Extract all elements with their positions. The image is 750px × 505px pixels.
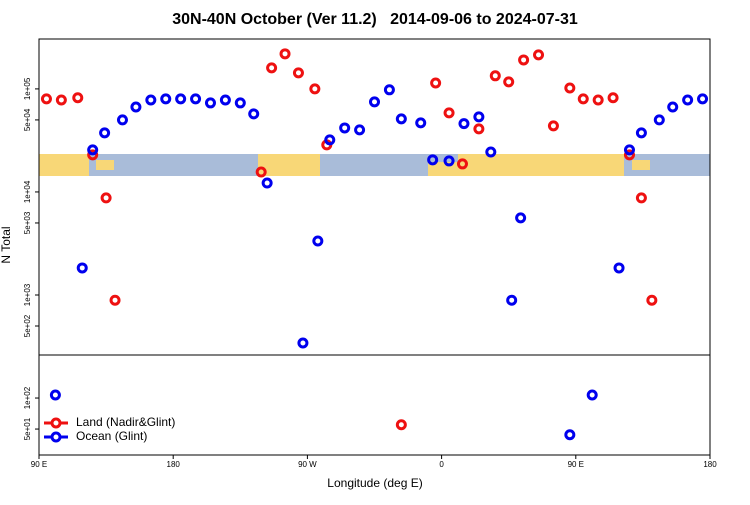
data-point [55, 94, 67, 106]
data-point [255, 166, 267, 178]
x-tick-label: 0 [439, 460, 444, 469]
data-point [586, 389, 598, 401]
data-point [533, 49, 545, 61]
data-point [261, 177, 273, 189]
data-point [160, 93, 172, 105]
data-point [248, 108, 260, 120]
data-point [503, 76, 515, 88]
data-point [518, 54, 530, 66]
data-point [190, 93, 202, 105]
data-point [506, 294, 518, 306]
data-point [234, 97, 246, 109]
data-point [72, 92, 84, 104]
data-point [635, 192, 647, 204]
y-tick-label: 1e+03 [23, 283, 32, 306]
data-point [682, 94, 694, 106]
x-tick-label: 180 [703, 460, 717, 469]
data-point [564, 429, 576, 441]
data-point [515, 212, 527, 224]
data-point [443, 155, 455, 167]
data-point [395, 419, 407, 431]
data-point [547, 120, 559, 132]
data-point [130, 101, 142, 113]
data-point [219, 94, 231, 106]
data-point [49, 389, 61, 401]
data-point [204, 97, 216, 109]
legend-marker [50, 417, 62, 429]
data-point [279, 48, 291, 60]
x-axis-label: Longitude (deg E) [327, 476, 422, 490]
data-point [145, 94, 157, 106]
data-point [456, 158, 468, 170]
y-tick-label: 5e+01 [23, 417, 32, 440]
y-tick-label: 1e+05 [23, 77, 32, 100]
data-point [443, 107, 455, 119]
data-point [430, 77, 442, 89]
y-tick-label: 5e+04 [23, 108, 32, 131]
data-point [667, 101, 679, 113]
y-tick-label: 5e+02 [23, 314, 32, 337]
data-point [623, 149, 635, 161]
legend-label: Land (Nadir&Glint) [76, 415, 175, 429]
legend-marker [50, 431, 62, 443]
data-point [292, 67, 304, 79]
data-point [383, 84, 395, 96]
chart-title: 30N-40N October (Ver 11.2) 2014-09-06 to… [172, 11, 578, 28]
data-point [100, 192, 112, 204]
data-point [473, 123, 485, 135]
data-point [87, 144, 99, 156]
data-point [564, 82, 576, 94]
data-point [458, 118, 470, 130]
data-point [339, 122, 351, 134]
data-point [175, 93, 187, 105]
data-point [297, 337, 309, 349]
x-tick-label: 180 [167, 460, 181, 469]
data-point [427, 154, 439, 166]
x-tick-label: 90 E [31, 460, 47, 469]
data-point [635, 127, 647, 139]
data-point [324, 134, 336, 146]
data-point [697, 93, 709, 105]
data-point [309, 83, 321, 95]
data-point [117, 114, 129, 126]
data-point [577, 93, 589, 105]
data-point [473, 111, 485, 123]
data-point [76, 262, 88, 274]
y-axis-label: N Total [0, 226, 13, 263]
data-point [87, 149, 99, 161]
map-strip [39, 154, 710, 176]
data-point [489, 70, 501, 82]
data-point [592, 94, 604, 106]
data-point [40, 93, 52, 105]
y-tick-label: 1e+02 [23, 386, 32, 409]
data-point [266, 62, 278, 74]
data-point [613, 262, 625, 274]
data-point [646, 294, 658, 306]
data-point [109, 294, 121, 306]
plot-frame [38, 38, 711, 456]
data-point [354, 124, 366, 136]
data-point [653, 114, 665, 126]
data-point [607, 92, 619, 104]
legend-label: Ocean (Glint) [76, 429, 147, 443]
x-tick-label: 90 E [568, 460, 584, 469]
y-tick-label: 5e+03 [23, 211, 32, 234]
data-point [395, 113, 407, 125]
data-point [312, 235, 324, 247]
x-tick-label: 90 W [298, 460, 317, 469]
data-point [369, 96, 380, 108]
data-point [485, 146, 497, 158]
y-tick-label: 1e+04 [23, 180, 32, 203]
data-point [415, 117, 427, 129]
data-point [99, 127, 111, 139]
data-point [623, 144, 635, 156]
